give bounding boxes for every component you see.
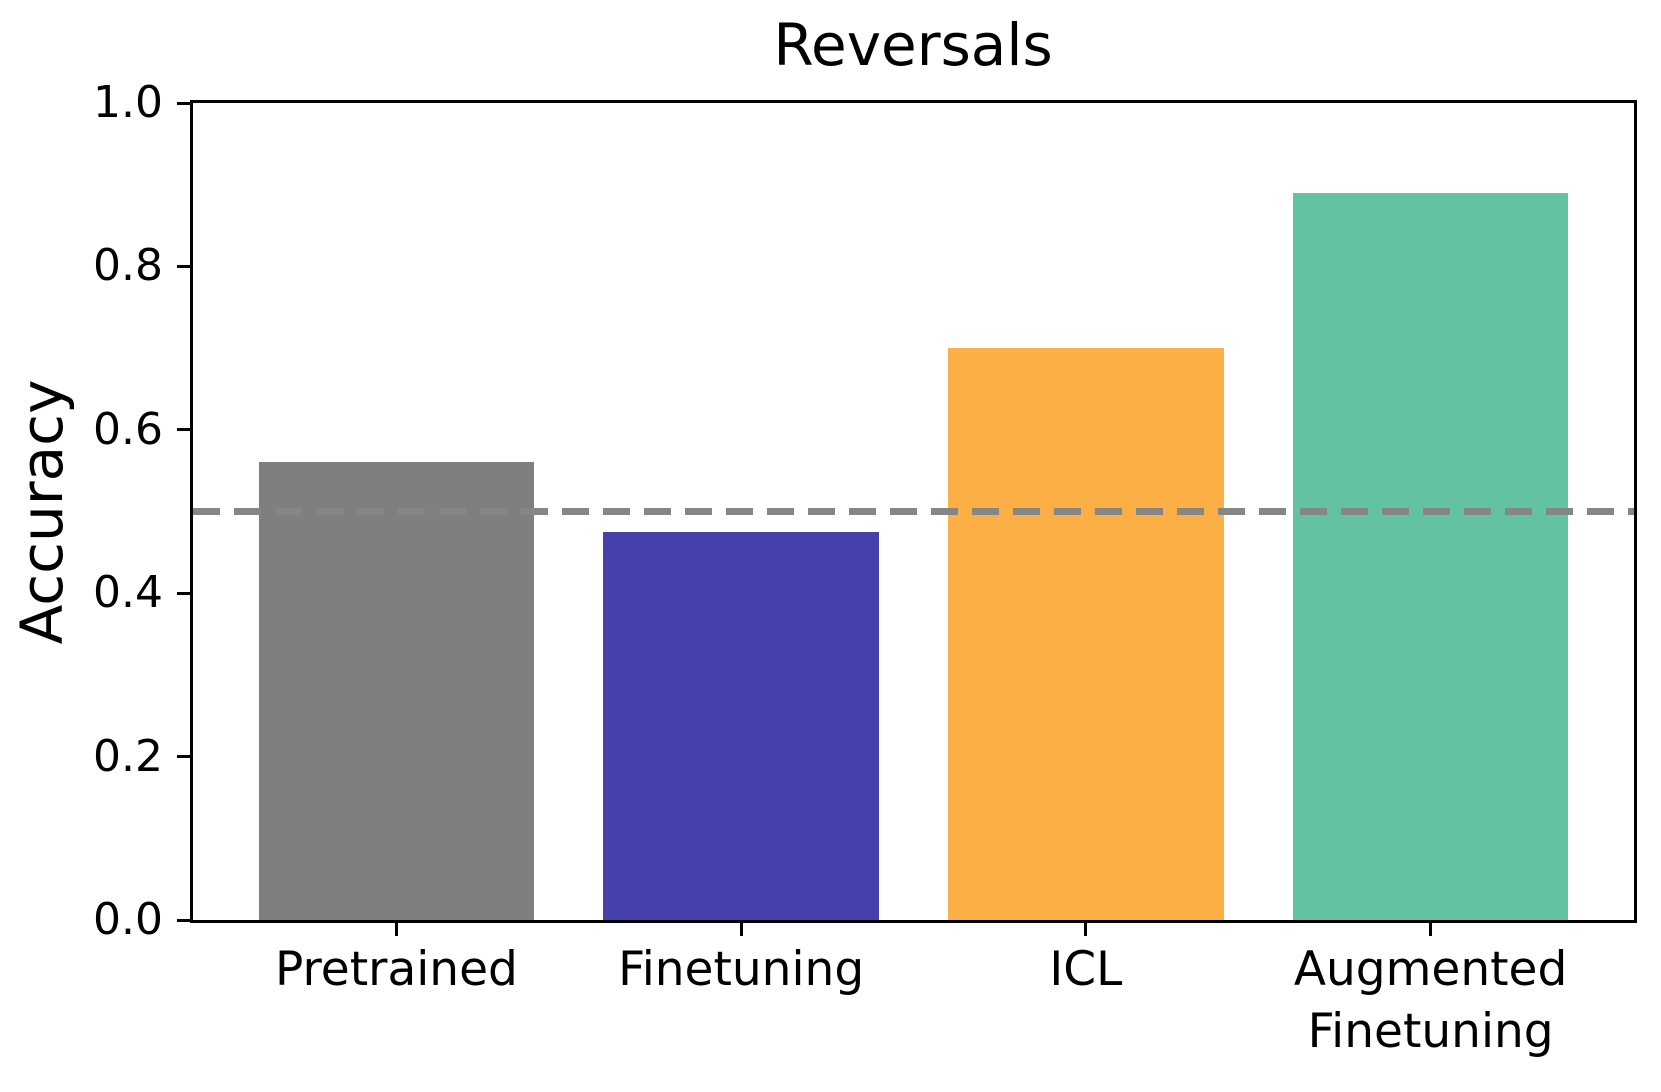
reference-line-chance: [193, 508, 1634, 515]
x-tick-label-finetuning: Finetuning: [618, 942, 865, 997]
plot-area: Pretrained Finetuning ICL Augmented Finetun…: [93, 77, 1637, 1059]
x-tick-label-augmented-finetuning: Augmented Finetuning: [1293, 942, 1568, 1059]
x-tick-augmented-finetuning: [1429, 923, 1433, 936]
x-tick-icl: [1084, 923, 1088, 936]
x-tick-label-icl: ICL: [1049, 942, 1123, 997]
y-tick-label-0.2: 0.2: [93, 730, 163, 782]
y-tick-0.0: [177, 918, 190, 922]
y-tick-0.6: [177, 428, 190, 432]
x-tick-pretrained: [394, 923, 398, 936]
bar-augmented-finetuning: [1292, 192, 1569, 920]
y-tick-1.0: [177, 101, 190, 105]
y-tick-0.2: [177, 755, 190, 759]
x-tick-label-pretrained: Pretrained: [274, 942, 518, 997]
chart-title: Reversals: [773, 11, 1053, 79]
x-tick-finetuning: [739, 923, 743, 936]
bar-pretrained: [258, 462, 535, 920]
y-tick-label-0.4: 0.4: [93, 567, 163, 619]
y-tick-0.4: [177, 591, 190, 595]
bar-finetuning: [603, 531, 880, 920]
y-tick-label-0.6: 0.6: [93, 403, 163, 455]
bar-icl: [947, 348, 1224, 920]
y-tick-0.8: [177, 264, 190, 268]
y-tick-label-0.0: 0.0: [93, 894, 163, 945]
y-tick-label-0.8: 0.8: [93, 240, 163, 292]
y-tick-label-1.0: 1.0: [93, 77, 163, 128]
